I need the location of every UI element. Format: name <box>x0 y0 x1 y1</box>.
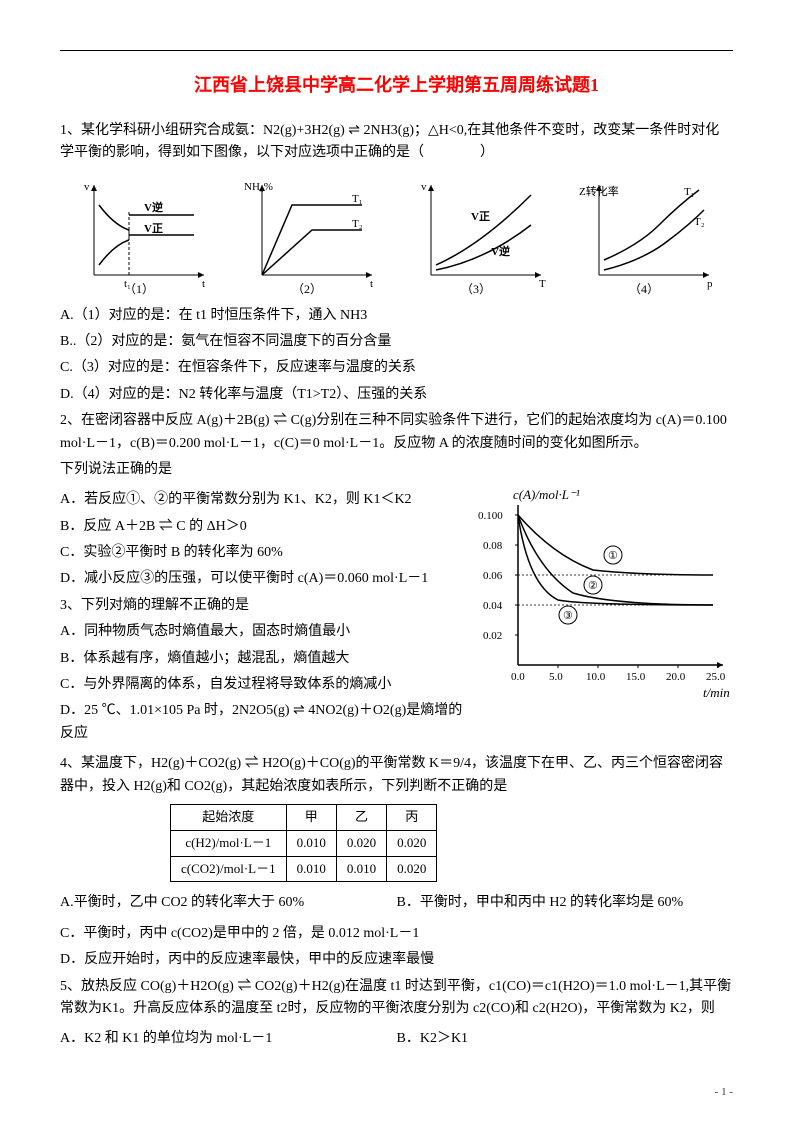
svg-text:（1）: （1） <box>124 282 154 295</box>
chart-q2: c(A)/mol·L⁻¹ 0.02 0.04 0.06 0.08 0.100 0… <box>473 485 733 749</box>
svg-text:Z转化率: Z转化率 <box>579 184 619 198</box>
q3-optA: A．同种物质气态时熵值最大，固态时熵值最小 <box>60 621 463 643</box>
q3-optB: B．体系越有序，熵值越小；越混乱，熵值越大 <box>60 648 463 670</box>
svg-text:V正: V正 <box>144 222 163 235</box>
svg-text:5.0: 5.0 <box>549 671 563 683</box>
svg-text:②: ② <box>588 580 598 592</box>
q3-optC: C．与外界隔离的体系，自发过程将导致体系的熵减小 <box>60 674 463 696</box>
fig-3: v T V正 V逆 （3） <box>411 175 551 295</box>
th: 起始浓度 <box>171 805 287 831</box>
q4-optC: C．平衡时，丙中 c(CO2)是甲中的 2 倍，是 0.012 mol·L－1 <box>60 923 733 945</box>
svg-text:t: t <box>202 278 205 290</box>
svg-text:T₂: T₂ <box>352 218 363 230</box>
svg-text:T₁: T₁ <box>352 193 363 205</box>
fig-4: Z转化率 p T₁ T₂ （4） <box>579 175 719 295</box>
svg-text:0.100: 0.100 <box>478 510 503 522</box>
cell: 0.020 <box>387 856 437 882</box>
q3-stem: 3、下列对熵的理解不正确的是 <box>60 595 463 617</box>
svg-text:0.06: 0.06 <box>483 570 503 582</box>
q2-optC: C．实验②平衡时 B 的转化率为 60% <box>60 542 463 564</box>
q1-optA: A.（1）对应的是：在 t1 时恒压条件下，通入 NH3 <box>60 305 733 327</box>
svg-text:25.0: 25.0 <box>706 671 726 683</box>
q5-optA: A．K2 和 K1 的单位均为 mol·L－1 <box>60 1028 397 1050</box>
cell: c(CO2)/mol·L－1 <box>171 856 287 882</box>
svg-text:T: T <box>539 278 546 290</box>
svg-text:NH₃%: NH₃% <box>244 181 273 193</box>
svg-text:①: ① <box>608 550 618 562</box>
q4-stem: 4、某温度下，H2(g)＋CO2(g) ⇌ H2O(g)＋CO(g)的平衡常数 … <box>60 753 733 798</box>
fig-1: v t t₁ V逆 V正 （1） <box>74 175 214 295</box>
svg-text:t: t <box>370 278 373 290</box>
q2-sub: 下列说法正确的是 <box>60 459 733 481</box>
svg-text:20.0: 20.0 <box>666 671 686 683</box>
svg-text:（4）: （4） <box>629 282 659 295</box>
svg-text:V逆: V逆 <box>144 200 163 214</box>
svg-text:0.02: 0.02 <box>483 630 502 642</box>
page-number: - 1 - <box>715 1084 733 1102</box>
cell: 0.020 <box>387 830 437 856</box>
svg-text:t/min: t/min <box>703 685 730 700</box>
th: 甲 <box>286 805 336 831</box>
svg-text:10.0: 10.0 <box>586 671 606 683</box>
q5-optB: B．K2＞K1 <box>397 1028 734 1050</box>
svg-text:v: v <box>84 181 90 193</box>
page-title: 江西省上饶县中学高二化学上学期第五周周练试题1 <box>60 71 733 100</box>
q4-optD: D．反应开始时，丙中的反应速率最快，甲中的反应速率最慢 <box>60 949 733 971</box>
cell: c(H2)/mol·L－1 <box>171 830 287 856</box>
svg-text:V正: V正 <box>471 210 490 223</box>
q1-figures: v t t₁ V逆 V正 （1） NH₃% t T₁ T₂ <box>60 175 733 295</box>
svg-text:v: v <box>421 181 427 193</box>
q2-optD: D．减小反应③的压强，可以使平衡时 c(A)＝0.060 mol·L－1 <box>60 568 463 590</box>
svg-text:15.0: 15.0 <box>626 671 646 683</box>
svg-text:V逆: V逆 <box>491 244 510 258</box>
q1-optC: C.（3）对应的是：在恒容条件下，反应速率与温度的关系 <box>60 357 733 379</box>
cell: 0.010 <box>286 856 336 882</box>
cell: 0.010 <box>336 856 386 882</box>
th: 乙 <box>336 805 386 831</box>
svg-text:T₂: T₂ <box>694 216 705 228</box>
q1-optD: D.（4）对应的是：N2 转化率与温度（T1>T2）、压强的关系 <box>60 384 733 406</box>
svg-text:（3）: （3） <box>461 282 491 295</box>
cell: 0.010 <box>286 830 336 856</box>
q4-table: 起始浓度 甲 乙 丙 c(H2)/mol·L－1 0.010 0.020 0.0… <box>170 804 437 882</box>
svg-text:T₁: T₁ <box>684 186 695 198</box>
svg-text:（2）: （2） <box>292 282 322 295</box>
q5-stem: 5、放热反应 CO(g)＋H2O(g) ⇌ CO2(g)＋H2(g)在温度 t1… <box>60 976 733 1021</box>
cell: 0.020 <box>336 830 386 856</box>
svg-text:c(A)/mol·L⁻¹: c(A)/mol·L⁻¹ <box>513 487 580 502</box>
svg-text:0.08: 0.08 <box>483 540 503 552</box>
th: 丙 <box>387 805 437 831</box>
svg-text:p: p <box>707 278 713 290</box>
q4-optB: B．平衡时，甲中和丙中 H2 的转化率均是 60% <box>397 892 734 914</box>
q2-stem: 2、在密闭容器中反应 A(g)＋2B(g) ⇌ C(g)分别在三种不同实验条件下… <box>60 410 733 455</box>
q4-optA: A.平衡时，乙中 CO2 的转化率大于 60% <box>60 892 397 914</box>
svg-text:0.0: 0.0 <box>511 671 525 683</box>
q2-optB: B．反应 A＋2B ⇌ C 的 ΔH＞0 <box>60 516 463 538</box>
q2-optA: A．若反应①、②的平衡常数分别为 K1、K2，则 K1＜K2 <box>60 489 463 511</box>
fig-2: NH₃% t T₁ T₂ （2） <box>242 175 382 295</box>
q1-stem: 1、某化学科研小组研究合成氨：N2(g)+3H2(g) ⇌ 2NH3(g)；△H… <box>60 120 733 165</box>
q3-optD: D．25 ℃、1.01×105 Pa 时，2N2O5(g) ⇌ 4NO2(g)＋… <box>60 700 463 745</box>
svg-text:0.04: 0.04 <box>483 600 503 612</box>
svg-text:③: ③ <box>563 610 573 622</box>
q1-optB: B..（2）对应的是：氨气在恒容不同温度下的百分含量 <box>60 331 733 353</box>
